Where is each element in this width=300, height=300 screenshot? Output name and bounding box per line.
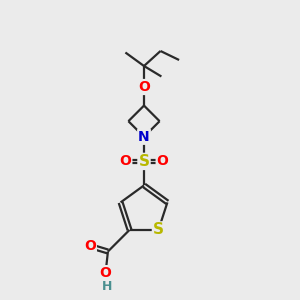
Text: O: O [138,80,150,94]
Text: H: H [102,280,112,293]
Text: S: S [153,222,164,237]
Text: O: O [100,266,112,280]
Text: O: O [157,154,169,168]
Text: N: N [138,130,150,144]
Text: S: S [139,154,149,169]
Text: O: O [119,154,131,168]
Text: O: O [84,239,96,253]
